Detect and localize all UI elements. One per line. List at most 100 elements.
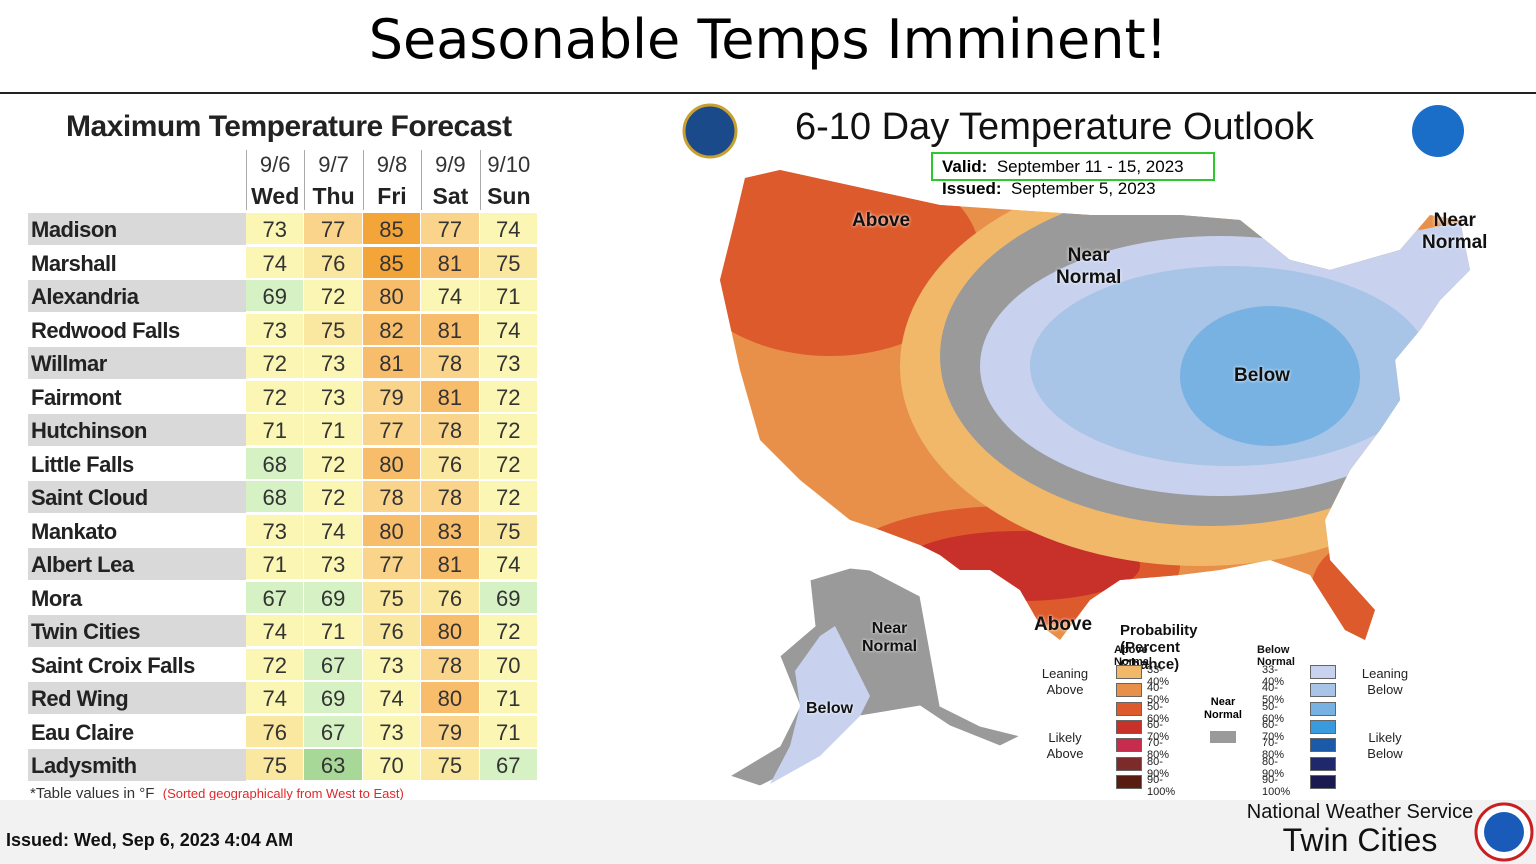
temp-cell: 79 bbox=[421, 715, 480, 748]
temp-cell: 69 bbox=[479, 581, 538, 614]
row-name: Saint Croix Falls bbox=[28, 648, 246, 681]
temp-cell: 78 bbox=[421, 414, 480, 446]
region-label: Near Normal bbox=[1056, 245, 1121, 289]
valid-line: Valid: September 11 - 15, 2023 bbox=[942, 157, 1184, 177]
temp-cell: 68 bbox=[246, 447, 305, 480]
temp-cell: 68 bbox=[246, 481, 305, 513]
col-day: Sun bbox=[487, 183, 531, 209]
temp-cell: 71 bbox=[479, 280, 538, 312]
temp-cell: 74 bbox=[246, 246, 305, 279]
legend-label: 80-90% bbox=[1262, 755, 1285, 780]
temp-cell: 72 bbox=[479, 481, 538, 513]
legend-swatch bbox=[1310, 683, 1336, 698]
temp-cell: 69 bbox=[304, 581, 363, 614]
temp-cell: 70 bbox=[479, 648, 538, 681]
valid-dates: September 11 - 15, 2023 bbox=[996, 157, 1184, 176]
temp-cell: 80 bbox=[421, 682, 480, 714]
legend-swatch bbox=[1310, 756, 1336, 771]
row-name: Mankato bbox=[28, 514, 246, 547]
legend-swatch bbox=[1116, 665, 1142, 679]
row-name: Alexandria bbox=[28, 280, 246, 312]
outlook-map bbox=[682, 103, 1470, 787]
temp-cell: 75 bbox=[421, 749, 480, 781]
temp-cell: 80 bbox=[421, 615, 480, 647]
region-label: Above bbox=[852, 210, 910, 232]
col-sep bbox=[362, 150, 364, 210]
valid-box bbox=[931, 152, 1215, 181]
near-line: Near bbox=[1210, 696, 1236, 708]
temp-cell: 77 bbox=[421, 213, 480, 245]
temp-cell: 77 bbox=[304, 213, 363, 245]
temp-cell: 75 bbox=[304, 313, 363, 346]
valid-label: Valid: bbox=[942, 157, 988, 176]
col-day: Fri bbox=[377, 183, 407, 209]
temp-cell: 78 bbox=[421, 648, 480, 681]
temp-cell: 77 bbox=[362, 414, 422, 446]
region-line: Above bbox=[1034, 614, 1093, 635]
temp-cell: 72 bbox=[246, 648, 305, 681]
legend-group: Likely Above bbox=[1040, 730, 1090, 761]
noaa-logo bbox=[1412, 105, 1464, 157]
org-name: National Weather Service bbox=[1246, 801, 1474, 823]
legend-group: Leaning Below bbox=[1360, 666, 1410, 697]
row-name: Willmar bbox=[28, 347, 246, 379]
near-label: Near Normal bbox=[1200, 696, 1246, 722]
temp-cell: 75 bbox=[479, 514, 538, 547]
region-line: Below bbox=[806, 700, 854, 717]
temp-cell: 80 bbox=[362, 514, 422, 547]
row-name: Red Wing bbox=[28, 682, 246, 714]
temp-cell: 85 bbox=[362, 246, 422, 279]
row-name: Eau Claire bbox=[28, 715, 246, 748]
temp-cell: 74 bbox=[479, 548, 538, 580]
col-sep bbox=[304, 150, 306, 210]
temp-cell: 80 bbox=[362, 280, 422, 312]
group-line: Above bbox=[1046, 745, 1084, 761]
col-date: 9/7 bbox=[318, 152, 349, 177]
temp-cell: 71 bbox=[304, 414, 363, 446]
row-name: Albert Lea bbox=[28, 548, 246, 580]
temp-cell: 72 bbox=[304, 447, 363, 480]
group-line: Leaning bbox=[1361, 666, 1409, 681]
col-date: 9/10 bbox=[487, 152, 531, 177]
table-title: Maximum Temperature Forecast bbox=[66, 110, 512, 143]
row-name: Ladysmith bbox=[28, 749, 246, 781]
legend-swatch bbox=[1116, 683, 1142, 698]
temp-cell: 81 bbox=[421, 313, 480, 346]
band bbox=[720, 170, 980, 356]
temp-cell: 73 bbox=[362, 715, 422, 748]
footer bbox=[0, 800, 1536, 864]
legend-group: Likely Below bbox=[1360, 730, 1410, 761]
temp-cell: 73 bbox=[479, 347, 538, 379]
legend-label: 33-40% bbox=[1262, 664, 1285, 688]
legend-swatch bbox=[1310, 738, 1336, 753]
temp-cell: 76 bbox=[246, 715, 305, 748]
temp-cell: 70 bbox=[362, 749, 422, 781]
legend-label: 80-90% bbox=[1147, 755, 1170, 780]
region-line: Below bbox=[1234, 365, 1290, 386]
col-date: 9/9 bbox=[435, 152, 466, 177]
group-line: Above bbox=[1046, 681, 1084, 697]
us-bands bbox=[720, 170, 1470, 640]
temp-cell: 74 bbox=[479, 213, 538, 245]
temp-cell: 80 bbox=[362, 447, 422, 480]
legend-swatch bbox=[1116, 756, 1142, 771]
issued-label: Issued: bbox=[942, 179, 1002, 198]
temp-cell: 76 bbox=[362, 615, 422, 647]
legend-label: 40-50% bbox=[1147, 682, 1170, 707]
region-line: Near bbox=[871, 620, 908, 637]
temp-cell: 76 bbox=[421, 447, 480, 480]
legend-swatch bbox=[1116, 701, 1142, 716]
group-line: Likely bbox=[1048, 730, 1082, 745]
col-day: Thu bbox=[312, 183, 355, 209]
temp-cell: 85 bbox=[362, 213, 422, 245]
temp-cell: 72 bbox=[479, 380, 538, 413]
legend-label: 50-60% bbox=[1262, 700, 1285, 725]
legend-label: 60-70% bbox=[1262, 718, 1285, 743]
band bbox=[1310, 546, 1390, 640]
row-name: Twin Cities bbox=[28, 615, 246, 647]
temp-cell: 71 bbox=[479, 682, 538, 714]
legend-swatch bbox=[1310, 774, 1336, 789]
legend-swatch bbox=[1310, 719, 1336, 734]
group-line: Below bbox=[1367, 745, 1403, 761]
col-date: 9/6 bbox=[259, 152, 291, 177]
